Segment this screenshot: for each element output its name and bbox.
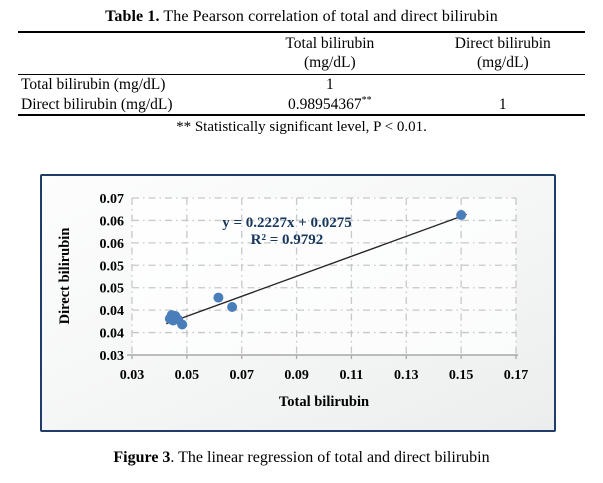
row-label-direct: Direct bilirubin (mg/dL) — [21, 95, 173, 113]
row-label-total: Total bilirubin (mg/dL) — [21, 76, 166, 93]
table-title-text: The Pearson correlation of total and dir… — [159, 8, 498, 25]
data-point — [177, 319, 188, 330]
y-axis-title: Direct bilirubin — [57, 228, 73, 325]
table-title: Table 1. The Pearson correlation of tota… — [0, 0, 603, 26]
data-point — [227, 302, 238, 313]
x-tick-label: 0.15 — [449, 368, 474, 383]
header-direct-line1: Direct bilirubin — [454, 35, 551, 52]
table-row: Direct bilirubin (mg/dL) 0.98954367** 1 — [18, 95, 585, 116]
trendline — [166, 213, 467, 325]
cell-direct-direct: 1 — [498, 95, 507, 113]
chart-figure: 0.03 0.04 0.04 0.05 0.05 0.06 0.06 0.07 0.03 0.05… — [40, 174, 556, 432]
x-tick-label: 0.13 — [394, 368, 419, 383]
header-direct-bilirubin: Direct bilirubin (mg/dL) — [420, 32, 585, 75]
cell-total-direct — [421, 75, 585, 95]
correlation-value: 0.98954367 — [288, 95, 362, 113]
figure-caption: Figure 3. The linear regression of total… — [0, 449, 603, 467]
y-tick-label: 0.06 — [100, 237, 125, 252]
table-footnote: ** Statistically significant level, P < … — [176, 119, 427, 135]
header-direct-line2: (mg/dL) — [476, 54, 529, 71]
x-tick-label: 0.03 — [120, 368, 145, 383]
header-total-bilirubin: Total bilirubin (mg/dL) — [239, 32, 421, 75]
cell-total-total: 1 — [325, 76, 334, 93]
y-tick-label: 0.04 — [100, 327, 125, 342]
table-row: Total bilirubin (mg/dL) 1 — [18, 75, 585, 95]
x-tick-label: 0.17 — [504, 368, 529, 383]
significance-asterisks: ** — [361, 94, 372, 106]
header-total-line2: (mg/dL) — [304, 54, 356, 71]
y-tick-label: 0.03 — [100, 349, 125, 364]
chart-svg: 0.03 0.04 0.04 0.05 0.05 0.06 0.06 0.07 0.03 0.05… — [57, 192, 529, 410]
data-point — [213, 292, 224, 303]
x-tick-label: 0.05 — [175, 368, 200, 383]
r-squared-label: R² = 0.9792 — [251, 232, 324, 248]
y-tick-label: 0.05 — [100, 282, 125, 297]
figure-caption-number: Figure 3 — [113, 449, 171, 466]
x-axis-title: Total bilirubin — [279, 394, 369, 410]
x-tick-label: 0.07 — [229, 368, 254, 383]
y-tick-label: 0.06 — [100, 214, 125, 229]
table-header-row: Total bilirubin (mg/dL) Direct bilirubin… — [18, 32, 585, 75]
header-empty-cell — [18, 32, 240, 75]
data-point — [456, 210, 467, 221]
cell-direct-total: 0.98954367** — [239, 95, 420, 116]
x-tick-label: 0.09 — [284, 368, 309, 383]
x-tick-label: 0.11 — [340, 368, 364, 383]
correlation-table: Total bilirubin (mg/dL) Direct bilirubin… — [18, 31, 585, 116]
y-tick-label: 0.05 — [100, 259, 125, 274]
header-total-line1: Total bilirubin — [285, 35, 375, 52]
figure-caption-text: . The linear regression of total and dir… — [170, 449, 490, 466]
y-tick-label: 0.07 — [100, 192, 125, 207]
trendline-equation: y = 0.2227x + 0.0275 — [222, 215, 352, 231]
y-tick-label: 0.04 — [100, 304, 125, 319]
table-title-number: Table 1. — [105, 8, 160, 25]
plot-area — [132, 198, 516, 355]
page: Table 1. The Pearson correlation of tota… — [0, 0, 603, 466]
